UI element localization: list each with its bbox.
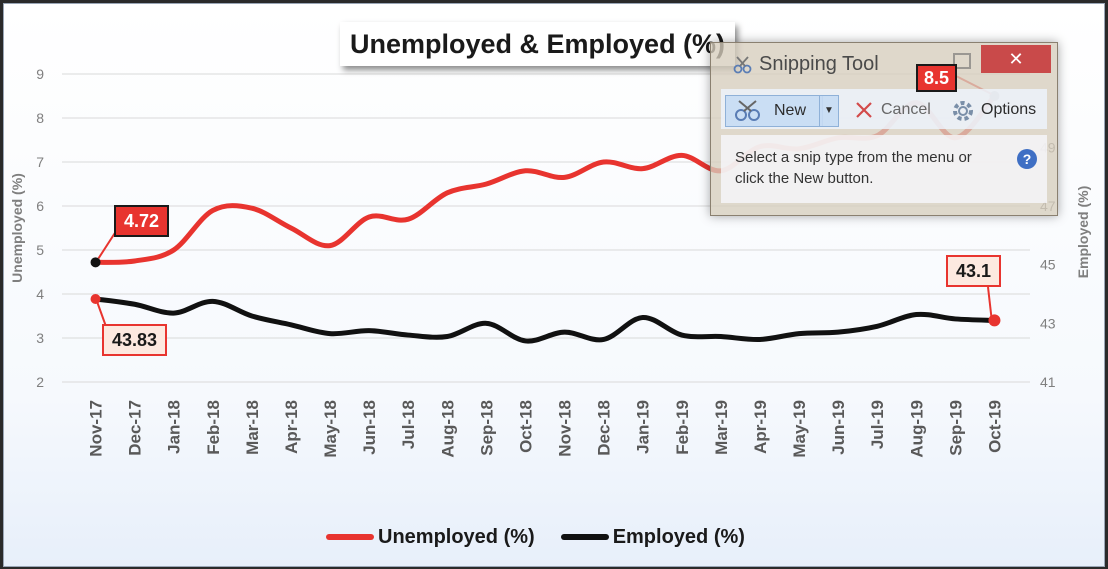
cancel-label: Cancel bbox=[881, 101, 931, 118]
y-left-tick-label: 5 bbox=[36, 242, 44, 258]
x-tick-label: Nov-18 bbox=[556, 400, 575, 457]
y-left-tick-label: 6 bbox=[36, 198, 44, 214]
y-right-tick-label: 43 bbox=[1040, 315, 1056, 331]
legend-label-unemployed: Unemployed (%) bbox=[378, 525, 535, 548]
maximize-button[interactable] bbox=[953, 53, 971, 69]
snipping-tool-toolbar: New ▼ Cancel Options bbox=[721, 89, 1047, 129]
x-tick-label: May-18 bbox=[321, 400, 340, 458]
snipping-tool-body: Select a snip type from the menu or clic… bbox=[721, 135, 1047, 203]
x-tick-label: Apr-19 bbox=[751, 400, 770, 454]
x-tick-label: Jul-19 bbox=[868, 400, 887, 449]
close-button[interactable]: ✕ bbox=[981, 45, 1051, 73]
snipping-tool-title: Snipping Tool bbox=[759, 53, 879, 75]
legend-swatch-employed bbox=[560, 534, 609, 540]
snipping-tool-titlebar[interactable]: Snipping Tool ✕ bbox=[711, 43, 1057, 85]
callout-employed-start: 43.83 bbox=[102, 324, 168, 356]
chart-title: Unemployed & Employed (%) bbox=[340, 22, 736, 66]
y-left-tick-label: 9 bbox=[36, 66, 44, 82]
new-snip-button[interactable]: New bbox=[725, 95, 823, 127]
cancel-x-icon bbox=[856, 102, 872, 118]
x-tick-label: Sep-19 bbox=[946, 400, 965, 456]
x-tick-label: May-19 bbox=[790, 400, 809, 458]
callout-unemployed-peak: 8.5 bbox=[916, 64, 958, 92]
x-tick-label: Oct-18 bbox=[516, 400, 535, 453]
marker-employed-start bbox=[90, 293, 101, 304]
x-tick-label: Nov-17 bbox=[87, 400, 106, 457]
y-right-tick-label: 41 bbox=[1040, 374, 1056, 390]
legend-item-employed: Employed (%) bbox=[560, 525, 745, 549]
y-left-tick-label: 8 bbox=[36, 110, 44, 126]
y-left-tick-label: 4 bbox=[36, 286, 44, 302]
x-tick-label: Jan-19 bbox=[634, 400, 653, 454]
help-icon[interactable]: ? bbox=[1017, 149, 1037, 169]
y-left-tick-label: 3 bbox=[36, 330, 44, 346]
cancel-button[interactable]: Cancel bbox=[845, 95, 937, 125]
marker-unemployed-start bbox=[90, 257, 101, 268]
x-tick-label: Jun-19 bbox=[829, 400, 848, 455]
chart-area: 234567894143454749Unemployed (%)Employed… bbox=[3, 3, 1105, 567]
x-tick-label: Oct-19 bbox=[985, 400, 1004, 453]
new-snip-dropdown[interactable]: ▼ bbox=[819, 95, 839, 127]
x-tick-label: Feb-18 bbox=[204, 400, 223, 455]
x-tick-label: Jul-18 bbox=[399, 400, 418, 449]
legend-item-unemployed: Unemployed (%) bbox=[326, 526, 535, 549]
series-line-employed bbox=[93, 296, 997, 344]
legend-swatch-unemployed bbox=[326, 534, 374, 540]
legend: Unemployed (%) Employed (%) bbox=[326, 520, 745, 554]
x-tick-label: Dec-18 bbox=[595, 400, 614, 456]
gear-icon bbox=[953, 101, 973, 121]
options-button[interactable]: Options bbox=[943, 95, 1047, 125]
callout-unemployed-start: 4.72 bbox=[114, 205, 170, 237]
x-tick-label: Feb-19 bbox=[673, 400, 692, 455]
callout-employed-end: 43.1 bbox=[946, 255, 1002, 287]
x-tick-label: Mar-19 bbox=[712, 400, 731, 455]
leader-employed-end bbox=[987, 286, 993, 318]
snipping-tool-window[interactable]: Snipping Tool ✕ New ▼ bbox=[710, 42, 1058, 216]
y-left-axis-title: Unemployed (%) bbox=[9, 173, 25, 283]
marker-employed-end bbox=[988, 314, 1001, 327]
legend-label-employed: Employed (%) bbox=[612, 525, 745, 548]
x-tick-label: Dec-17 bbox=[126, 400, 145, 456]
options-label: Options bbox=[981, 101, 1037, 118]
scissors-icon bbox=[733, 56, 752, 74]
x-tick-label: Jan-18 bbox=[165, 400, 184, 454]
x-tick-label: Aug-19 bbox=[907, 400, 926, 458]
x-tick-label: Apr-18 bbox=[282, 400, 301, 454]
x-tick-label: Sep-18 bbox=[477, 400, 496, 456]
snipping-tool-message: Select a snip type from the menu or clic… bbox=[735, 149, 972, 187]
x-tick-label: Aug-18 bbox=[438, 400, 457, 458]
x-tick-label: Jun-18 bbox=[360, 400, 379, 455]
y-right-axis-title: Employed (%) bbox=[1075, 186, 1091, 279]
y-right-tick-label: 45 bbox=[1040, 257, 1056, 273]
y-left-tick-label: 7 bbox=[36, 154, 44, 170]
new-snip-label: New bbox=[774, 102, 807, 119]
new-snip-icon bbox=[735, 100, 760, 121]
x-tick-label: Mar-18 bbox=[243, 400, 262, 455]
y-left-tick-label: 2 bbox=[36, 374, 44, 390]
